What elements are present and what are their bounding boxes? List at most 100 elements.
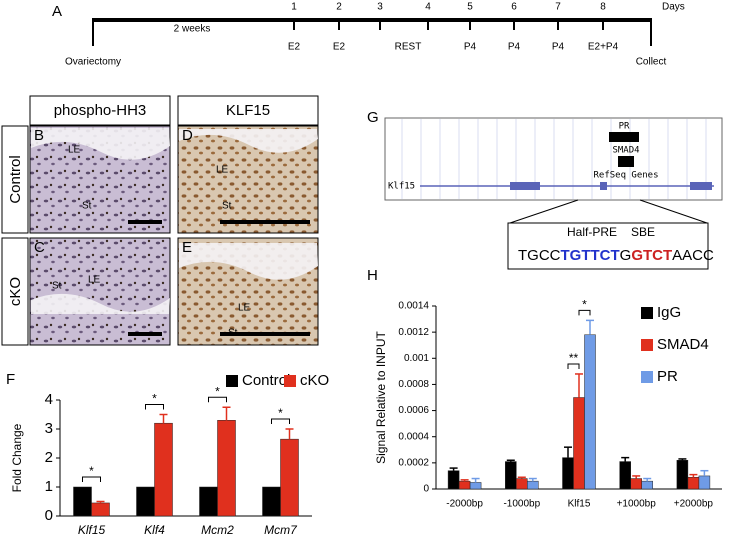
panel-label: A bbox=[52, 3, 62, 20]
significance-label: ** bbox=[569, 351, 579, 365]
x-tick-label: Klf15 bbox=[78, 523, 106, 537]
day-label: 4 bbox=[425, 2, 431, 13]
panel-label: D bbox=[182, 127, 193, 144]
tissue-label: LE bbox=[88, 275, 101, 286]
legend-swatch bbox=[641, 307, 653, 319]
motif-label: SBE bbox=[631, 225, 655, 239]
bar bbox=[280, 438, 299, 517]
sequence: TGCCTGTTCTGGTCTAACC bbox=[518, 247, 714, 264]
significance-label: * bbox=[89, 464, 94, 478]
column-header bbox=[29, 95, 171, 126]
significance-label: * bbox=[582, 298, 587, 312]
panel-label: H bbox=[367, 267, 378, 284]
x-tick-label: -2000bp bbox=[446, 499, 483, 510]
x-tick-label: +2000bp bbox=[674, 499, 714, 510]
lumen bbox=[179, 129, 318, 153]
sequence-part: AACC bbox=[672, 247, 714, 264]
legend-label: cKO bbox=[300, 372, 329, 389]
y-tick-label: 0.001 bbox=[404, 353, 429, 364]
bar bbox=[136, 486, 155, 517]
bar bbox=[73, 486, 92, 517]
bar bbox=[573, 397, 585, 490]
panel-label: B bbox=[34, 127, 44, 144]
bar bbox=[619, 461, 631, 490]
day-label: 7 bbox=[555, 2, 561, 13]
significance-bracket bbox=[208, 396, 227, 403]
end-label: Collect bbox=[636, 57, 667, 68]
exon bbox=[600, 182, 607, 190]
treatment-label: E2 bbox=[288, 42, 301, 53]
panel-label: F bbox=[6, 371, 15, 388]
tissue-label: LE bbox=[238, 303, 251, 314]
treatment-label: P4 bbox=[552, 42, 565, 53]
day-label: 3 bbox=[377, 2, 383, 13]
lumen bbox=[31, 128, 170, 160]
row-header bbox=[1, 125, 29, 234]
row-label: Control bbox=[7, 155, 24, 203]
exon bbox=[690, 182, 712, 190]
legend-swatch bbox=[284, 375, 296, 387]
panel-label: C bbox=[34, 239, 45, 256]
bar bbox=[217, 420, 236, 517]
legend-label: PR bbox=[657, 368, 678, 385]
legend-label: SMAD4 bbox=[657, 336, 709, 353]
column-title: phospho-HH3 bbox=[54, 102, 147, 119]
y-tick-label: 0 bbox=[423, 484, 429, 495]
y-tick-label: 3 bbox=[45, 420, 53, 437]
significance-label: * bbox=[152, 392, 157, 406]
sequence-box bbox=[507, 222, 709, 270]
y-tick-label: 2 bbox=[45, 449, 53, 466]
day-label: 6 bbox=[511, 2, 517, 13]
sequence-part: TGTTCT bbox=[561, 247, 620, 264]
bar bbox=[516, 478, 528, 490]
y-tick-label: 1 bbox=[45, 478, 53, 495]
panel-label: G bbox=[367, 109, 379, 126]
exon bbox=[510, 182, 540, 190]
x-tick-label: Mcm2 bbox=[201, 523, 234, 537]
significance-bracket bbox=[271, 418, 290, 424]
x-tick-label: -1000bp bbox=[503, 499, 540, 510]
micrograph bbox=[29, 237, 171, 346]
y-tick-label: 0.0012 bbox=[398, 327, 429, 338]
treatment-label: REST bbox=[395, 42, 422, 53]
significance-label: * bbox=[215, 384, 220, 398]
zoom-line bbox=[509, 199, 579, 224]
y-tick-label: 0 bbox=[45, 507, 53, 524]
column-title: KLF15 bbox=[226, 102, 270, 119]
bar bbox=[262, 486, 281, 517]
motif-label: Half-PRE bbox=[567, 225, 617, 239]
tissue-label: LE bbox=[216, 165, 229, 176]
bar bbox=[630, 478, 642, 490]
day-label: 5 bbox=[467, 2, 473, 13]
bar bbox=[447, 470, 460, 490]
bar bbox=[527, 480, 539, 490]
row-label: cKO bbox=[7, 277, 24, 306]
significance-bracket bbox=[567, 363, 580, 369]
bar bbox=[505, 461, 517, 490]
track-label: RefSeq Genes bbox=[593, 171, 658, 181]
y-axis-label: Fold Change bbox=[10, 423, 24, 492]
track-label: PR bbox=[619, 122, 630, 132]
sequence-part: GTCT bbox=[631, 247, 672, 264]
bar bbox=[641, 480, 653, 490]
sequence-part: TGCC bbox=[518, 247, 561, 264]
significance-bracket bbox=[82, 476, 101, 482]
lumen bbox=[179, 243, 318, 280]
tissue-label: St bbox=[222, 201, 232, 212]
significance-bracket bbox=[578, 309, 591, 316]
peak bbox=[609, 132, 639, 142]
panel-label: E bbox=[182, 239, 192, 256]
y-tick-label: 0.0006 bbox=[398, 405, 429, 416]
duration-label: 2 weeks bbox=[174, 24, 211, 35]
lumen bbox=[31, 293, 170, 314]
tissue-label: St bbox=[52, 281, 62, 292]
tissue-label: LE bbox=[68, 145, 81, 156]
day-label: 1 bbox=[291, 2, 297, 13]
bar bbox=[154, 422, 173, 517]
bar bbox=[469, 482, 482, 490]
y-tick-label: 0.0002 bbox=[398, 457, 429, 468]
significance-bracket bbox=[145, 404, 164, 410]
column-header bbox=[177, 95, 319, 126]
bar bbox=[562, 457, 574, 490]
start-label: Ovariectomy bbox=[65, 57, 121, 68]
